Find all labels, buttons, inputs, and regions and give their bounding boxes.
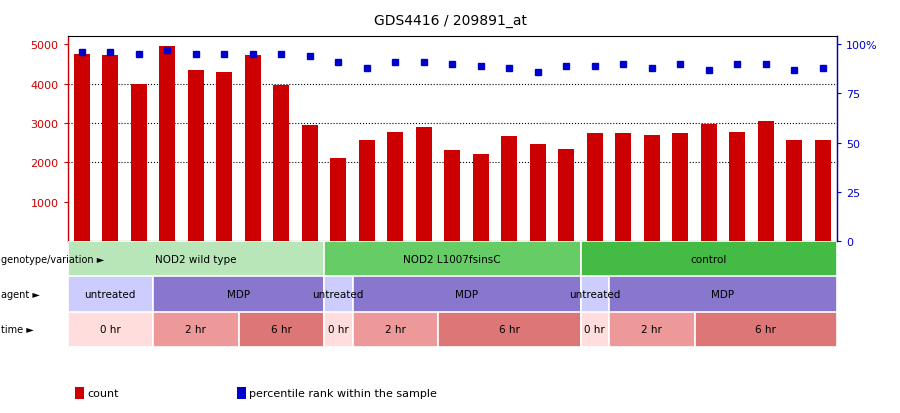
Text: 6 hr: 6 hr — [271, 324, 292, 335]
Bar — [330, 158, 346, 242]
Bar — [159, 47, 176, 242]
Bar — [580, 312, 609, 347]
Text: 0 hr: 0 hr — [584, 324, 605, 335]
Bar — [245, 56, 261, 242]
Bar — [416, 127, 432, 242]
Bar — [324, 312, 353, 347]
Bar — [302, 125, 318, 242]
Bar — [616, 134, 631, 242]
Bar — [787, 141, 802, 242]
Text: GDS4416 / 209891_at: GDS4416 / 209891_at — [374, 14, 526, 28]
Text: untreated: untreated — [569, 289, 620, 299]
Bar — [729, 133, 745, 242]
Bar — [644, 135, 660, 242]
Bar — [758, 121, 774, 242]
Text: 0 hr: 0 hr — [328, 324, 348, 335]
Bar — [103, 56, 118, 242]
Bar — [501, 137, 518, 242]
Bar — [609, 312, 695, 347]
Text: NOD2 wild type: NOD2 wild type — [155, 254, 237, 264]
Bar — [76, 387, 85, 399]
Bar — [324, 242, 580, 277]
Bar — [68, 242, 324, 277]
Text: untreated: untreated — [312, 289, 364, 299]
Text: genotype/variation ►: genotype/variation ► — [1, 254, 104, 264]
Bar — [530, 145, 545, 242]
Bar — [324, 277, 353, 312]
Bar — [558, 149, 574, 242]
Bar — [580, 242, 837, 277]
Bar — [274, 86, 289, 242]
Bar — [153, 277, 324, 312]
Bar — [701, 124, 716, 242]
Bar — [609, 277, 837, 312]
Bar — [130, 85, 147, 242]
Bar — [353, 277, 580, 312]
Bar — [238, 312, 324, 347]
Text: untreated: untreated — [85, 289, 136, 299]
Text: percentile rank within the sample: percentile rank within the sample — [249, 388, 437, 398]
Text: control: control — [690, 254, 727, 264]
Bar — [68, 312, 153, 347]
Text: 6 hr: 6 hr — [755, 324, 776, 335]
Text: 6 hr: 6 hr — [499, 324, 519, 335]
Text: count: count — [87, 388, 119, 398]
Text: agent ►: agent ► — [1, 289, 40, 299]
Bar — [359, 141, 374, 242]
Bar — [587, 134, 603, 242]
Text: 2 hr: 2 hr — [185, 324, 206, 335]
Text: 2 hr: 2 hr — [642, 324, 662, 335]
Bar — [188, 71, 203, 242]
Bar — [353, 312, 438, 347]
Bar — [672, 134, 688, 242]
Text: MDP: MDP — [454, 289, 478, 299]
Text: NOD2 L1007fsinsC: NOD2 L1007fsinsC — [403, 254, 501, 264]
Bar — [445, 150, 460, 242]
Text: time ►: time ► — [1, 324, 33, 335]
Bar — [216, 73, 232, 242]
Bar — [472, 155, 489, 242]
Text: 2 hr: 2 hr — [385, 324, 406, 335]
Bar — [438, 312, 580, 347]
Bar — [153, 312, 238, 347]
Text: MDP: MDP — [711, 289, 734, 299]
Text: 0 hr: 0 hr — [100, 324, 121, 335]
Text: MDP: MDP — [227, 289, 250, 299]
Bar — [695, 312, 837, 347]
Bar — [237, 387, 246, 399]
Bar — [68, 277, 153, 312]
Bar — [814, 141, 831, 242]
Bar — [580, 277, 609, 312]
Bar — [387, 133, 403, 242]
Bar — [74, 55, 90, 242]
